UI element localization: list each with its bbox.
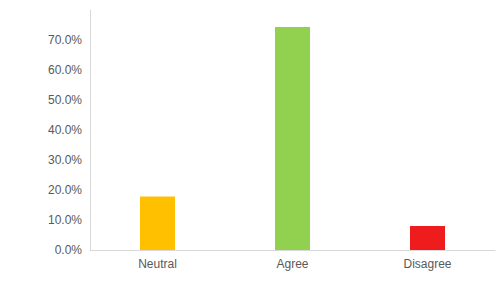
- svg-text:0.0%: 0.0%: [55, 243, 83, 257]
- svg-text:70.0%: 70.0%: [48, 33, 82, 47]
- svg-text:30.0%: 30.0%: [48, 153, 82, 167]
- svg-text:60.0%: 60.0%: [48, 63, 82, 77]
- svg-text:10.0%: 10.0%: [48, 213, 82, 227]
- svg-text:40.0%: 40.0%: [48, 123, 82, 137]
- svg-text:50.0%: 50.0%: [48, 93, 82, 107]
- svg-text:20.0%: 20.0%: [48, 183, 82, 197]
- svg-text:Disagree: Disagree: [403, 257, 451, 271]
- svg-text:Neutral: Neutral: [138, 257, 177, 271]
- svg-text:Agree: Agree: [276, 257, 308, 271]
